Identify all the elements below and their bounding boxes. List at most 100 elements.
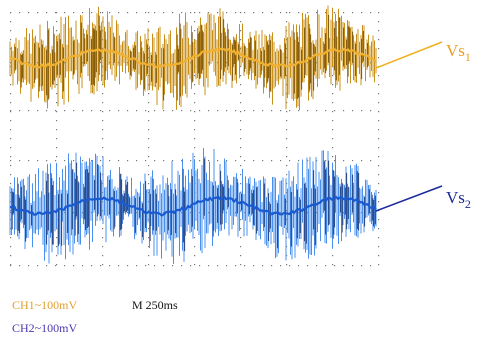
grid-dot bbox=[199, 12, 200, 13]
grid-dot bbox=[378, 39, 379, 40]
grid-dot bbox=[102, 228, 103, 229]
grid-dot bbox=[244, 110, 245, 111]
grid-dot bbox=[240, 165, 241, 166]
grid-dot bbox=[10, 93, 11, 94]
grid-dot bbox=[226, 12, 227, 13]
grid-dot bbox=[10, 237, 11, 238]
grid-dot bbox=[271, 12, 272, 13]
grid-dot bbox=[163, 265, 164, 266]
grid-dot bbox=[378, 264, 379, 265]
grid-dot bbox=[378, 138, 379, 139]
grid-dot bbox=[102, 93, 103, 94]
grid-dot bbox=[361, 160, 362, 161]
grid-dot bbox=[332, 93, 333, 94]
label-sub: 2 bbox=[465, 197, 471, 211]
grid-dot bbox=[148, 255, 149, 256]
grid-dot bbox=[378, 255, 379, 256]
grid-dot bbox=[148, 129, 149, 130]
grid-dot bbox=[145, 110, 146, 111]
grid-dot bbox=[194, 21, 195, 22]
grid-dot bbox=[361, 110, 362, 111]
grid-dot bbox=[378, 111, 379, 112]
grid-dot bbox=[378, 219, 379, 220]
grid-dot bbox=[181, 265, 182, 266]
grid-dot bbox=[163, 110, 164, 111]
grid-dot bbox=[148, 102, 149, 103]
grid-dot bbox=[253, 12, 254, 13]
grid-dot bbox=[378, 174, 379, 175]
grid-dot bbox=[240, 264, 241, 265]
grid-dot bbox=[352, 12, 353, 13]
grid-dot bbox=[253, 160, 254, 161]
grid-dot bbox=[73, 160, 74, 161]
grid-dot bbox=[56, 93, 57, 94]
grid-dot bbox=[82, 110, 83, 111]
grid-dot bbox=[378, 237, 379, 238]
grid-dot bbox=[148, 147, 149, 148]
grid-dot bbox=[56, 12, 57, 13]
grid-dot bbox=[148, 183, 149, 184]
grid-dot bbox=[332, 156, 333, 157]
grid-dot bbox=[56, 30, 57, 31]
grid-dot bbox=[56, 246, 57, 247]
grid-dot bbox=[148, 111, 149, 112]
grid-dot bbox=[343, 12, 344, 13]
grid-dot bbox=[334, 265, 335, 266]
grid-dot bbox=[253, 110, 254, 111]
grid-dot bbox=[46, 160, 47, 161]
grid-dot bbox=[28, 265, 29, 266]
grid-dot bbox=[10, 147, 11, 148]
grid-dot bbox=[190, 265, 191, 266]
grid-dot bbox=[10, 156, 11, 157]
grid-dot bbox=[370, 160, 371, 161]
grid-dot bbox=[194, 237, 195, 238]
grid-dot bbox=[235, 160, 236, 161]
grid-dot bbox=[332, 138, 333, 139]
grid-dot bbox=[286, 147, 287, 148]
grid-dot bbox=[118, 160, 119, 161]
grid-dot bbox=[199, 110, 200, 111]
grid-dot bbox=[28, 12, 29, 13]
grid-dot bbox=[253, 265, 254, 266]
grid-dot bbox=[271, 265, 272, 266]
grid-dot bbox=[235, 265, 236, 266]
grid-dot bbox=[370, 12, 371, 13]
grid-dot bbox=[163, 12, 164, 13]
grid-dot bbox=[378, 102, 379, 103]
grid-dot bbox=[280, 265, 281, 266]
grid-dot bbox=[163, 160, 164, 161]
grid-dot bbox=[217, 110, 218, 111]
grid-dot bbox=[56, 111, 57, 112]
grid-dot bbox=[56, 237, 57, 238]
grid-dot bbox=[286, 156, 287, 157]
grid-dot bbox=[194, 255, 195, 256]
grid-dot bbox=[154, 12, 155, 13]
grid-dot bbox=[240, 120, 241, 121]
grid-dot bbox=[378, 120, 379, 121]
grid-dot bbox=[378, 12, 379, 13]
grid-dot bbox=[332, 129, 333, 130]
grid-dot bbox=[10, 165, 11, 166]
grid-dot bbox=[73, 265, 74, 266]
grid-dot bbox=[240, 129, 241, 130]
grid-dot bbox=[280, 160, 281, 161]
grid-dot bbox=[199, 160, 200, 161]
grid-dot bbox=[352, 160, 353, 161]
grid-dot bbox=[10, 21, 11, 22]
grid-dot bbox=[361, 12, 362, 13]
grid-dot bbox=[194, 93, 195, 94]
grid-dot bbox=[217, 160, 218, 161]
grid-dot bbox=[37, 110, 38, 111]
grid-dot bbox=[136, 265, 137, 266]
grid-dot bbox=[289, 160, 290, 161]
grid-dot bbox=[332, 147, 333, 148]
grid-dot bbox=[332, 111, 333, 112]
grid-dot bbox=[91, 110, 92, 111]
grid-dot bbox=[370, 110, 371, 111]
grid-dot bbox=[145, 12, 146, 13]
grid-dot bbox=[194, 75, 195, 76]
grid-dot bbox=[194, 111, 195, 112]
grid-dot bbox=[325, 110, 326, 111]
grid-dot bbox=[194, 264, 195, 265]
grid-dot bbox=[332, 75, 333, 76]
